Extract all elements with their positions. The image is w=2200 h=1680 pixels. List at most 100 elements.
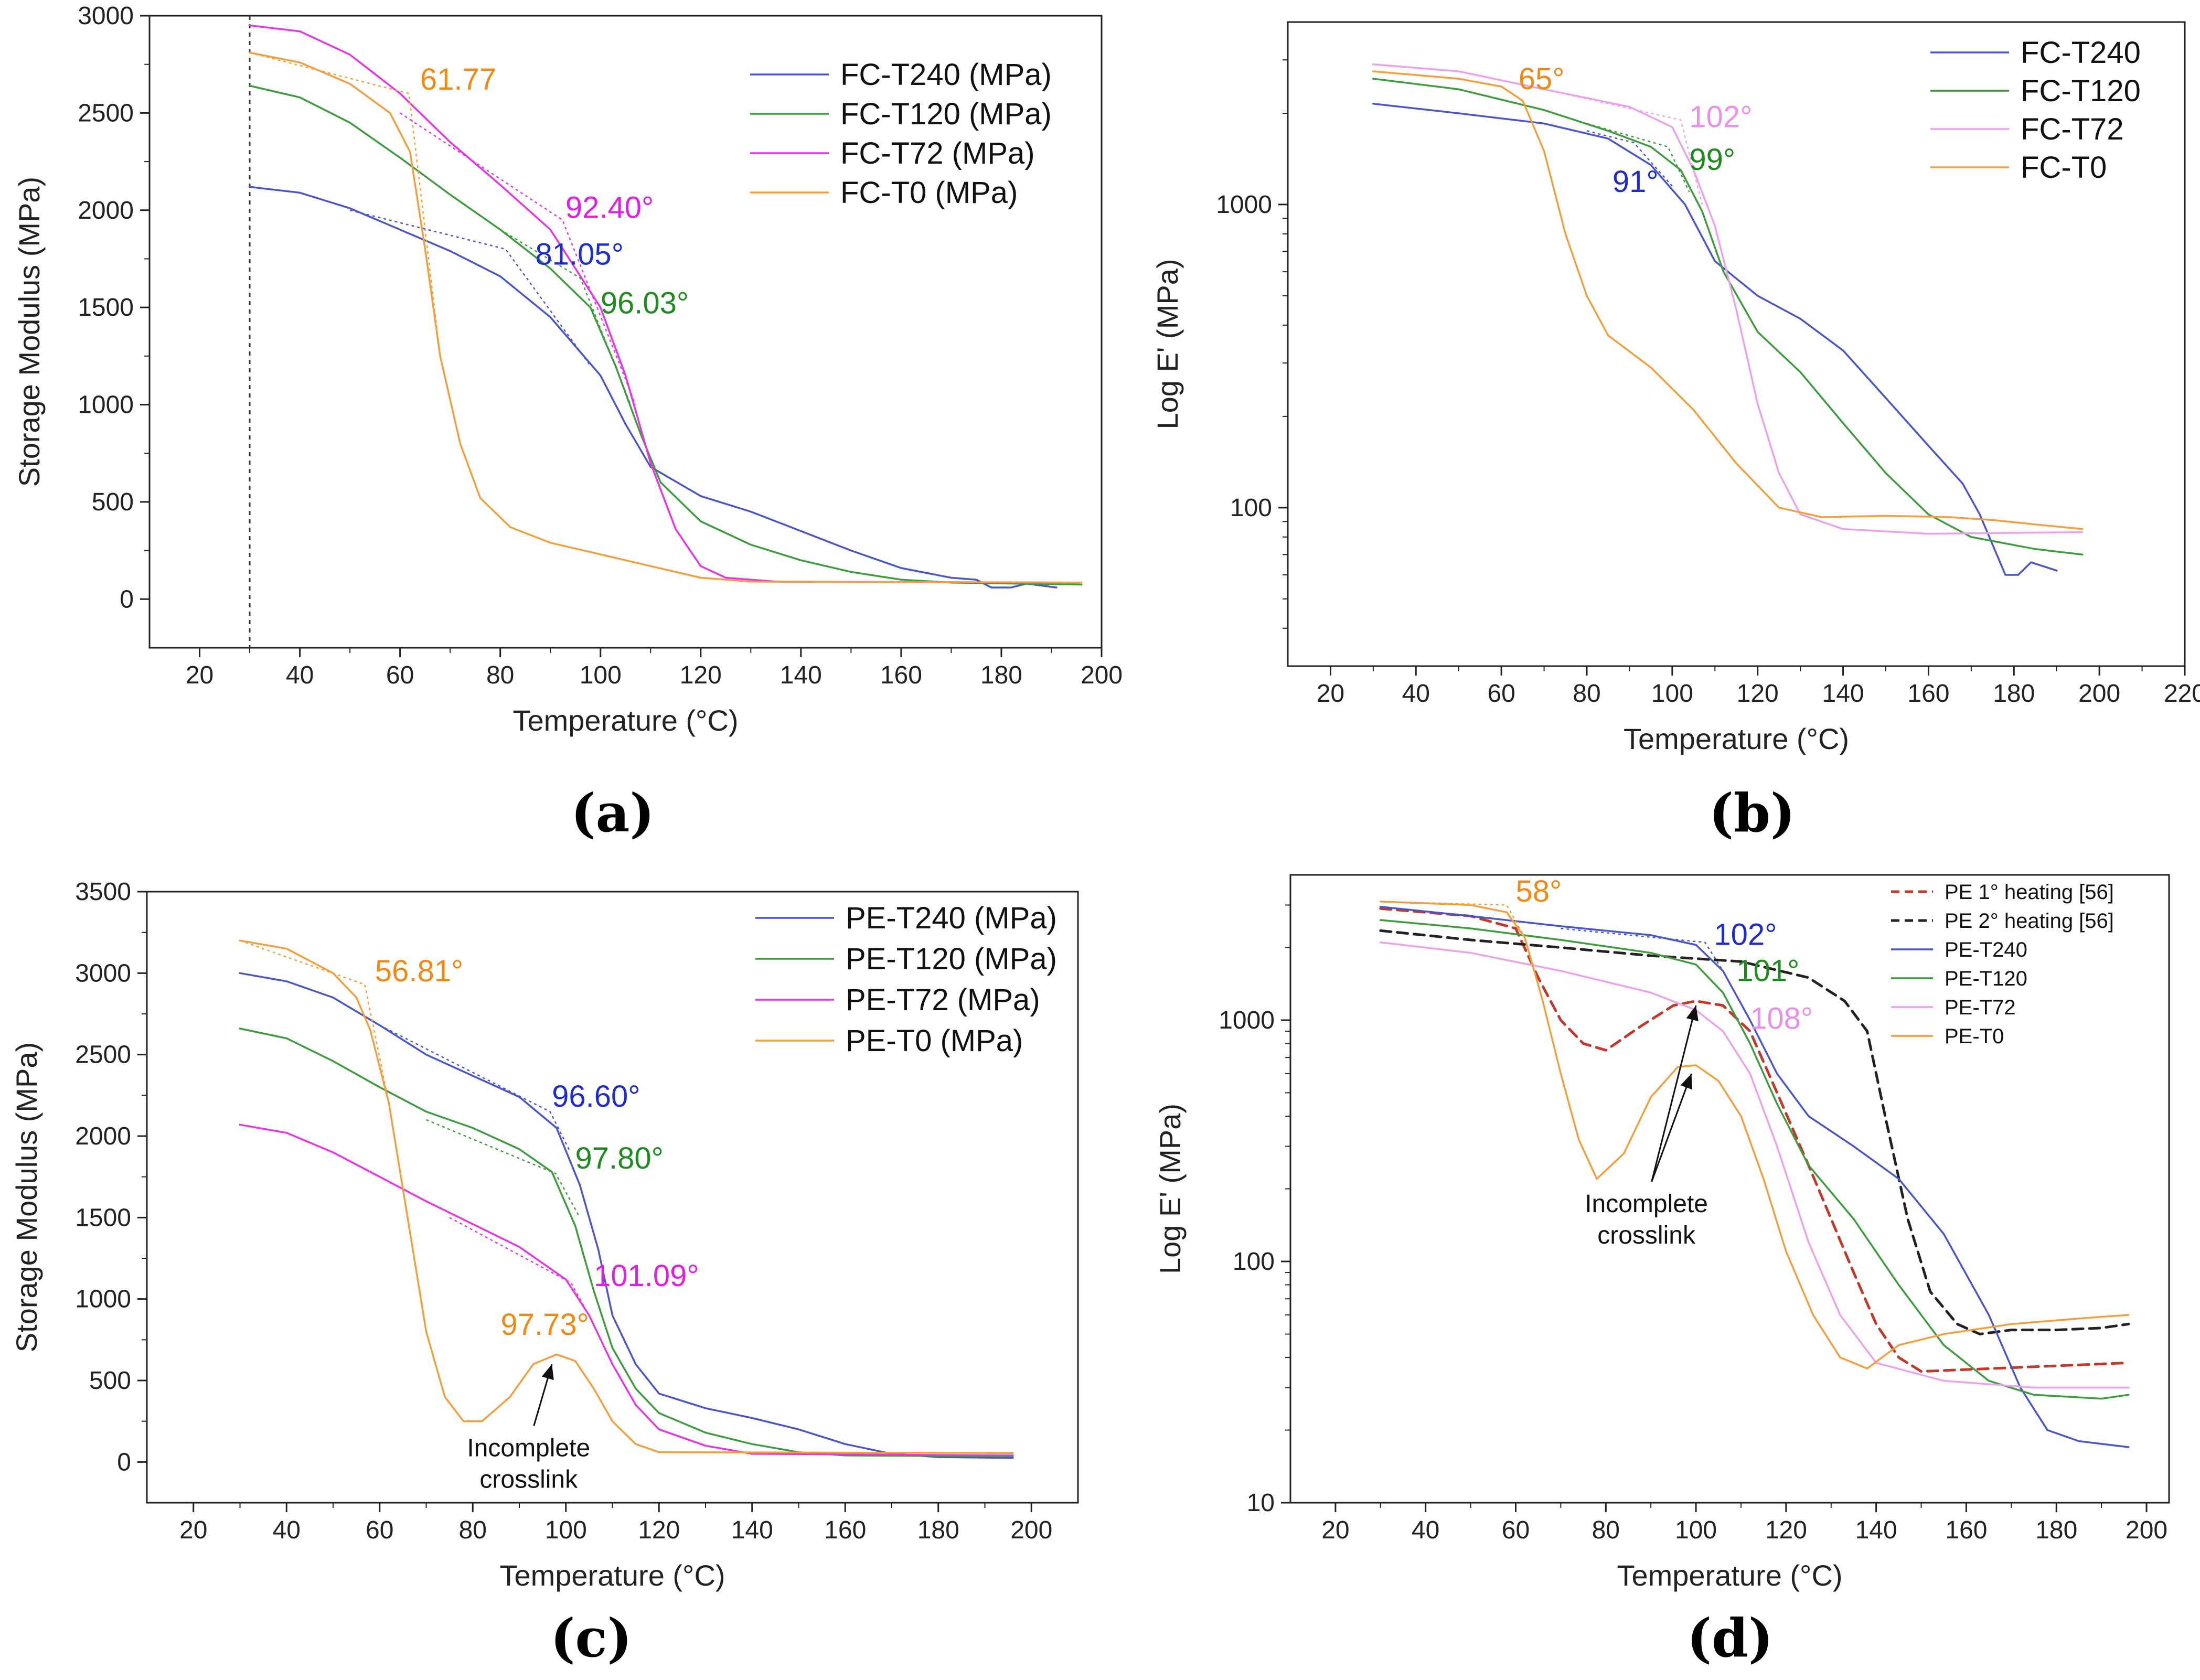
x-tick-label: 60 — [1487, 680, 1515, 708]
plot-frame — [148, 15, 1103, 649]
legend-label: FC-T0 — [2021, 151, 2107, 185]
x-tick-label: 80 — [1573, 680, 1600, 708]
onset-annotation: 101° — [1736, 954, 1799, 988]
y-tick-label: 1000 — [1219, 1007, 1275, 1034]
callout-text: crosslink — [1597, 1222, 1696, 1249]
series-line-pe-t0 — [1380, 901, 2130, 1369]
tangent-line — [1586, 130, 1673, 187]
x-tick-label: 180 — [2035, 1516, 2077, 1544]
plot-frame — [1287, 21, 2186, 667]
legend-label: FC-T240 — [2021, 36, 2141, 70]
legend-label: PE-T0 — [1945, 1025, 2004, 1048]
panel-label-b: (b) — [1709, 782, 1796, 844]
series-line-fc-t72 — [1372, 63, 2084, 535]
y-tick-label: 2000 — [78, 197, 134, 224]
x-tick-label: 160 — [824, 1516, 866, 1544]
x-tick-label: 100 — [1651, 680, 1693, 708]
tangent-line — [1380, 901, 1525, 938]
callout-arrowhead — [1686, 1005, 1699, 1022]
x-tick-label: 140 — [1855, 1516, 1897, 1544]
x-tick-label: 60 — [1502, 1516, 1530, 1544]
tangent-line — [349, 209, 591, 367]
panel-a: 20 40 60 80 100 120 140 160 180 20005001000150020… — [13, 2, 1123, 737]
series-line-pe-t120-mpa — [239, 1028, 1014, 1458]
panel-b: 20 40 60 80 100 120 140 160 180 200 220 100 1000 Temp… — [1151, 21, 2200, 755]
legend-label: FC-T120 — [2021, 74, 2141, 108]
x-tick-label: 20 — [186, 661, 213, 689]
legend: PE 1° heating [56] PE 2° heating [56] PE-T… — [1891, 881, 2114, 1048]
x-tick-label: 60 — [366, 1516, 393, 1544]
x-tick-label: 60 — [386, 661, 414, 689]
legend: PE-T240 (MPa) PE-T120 (MPa) PE-T72 (MPa) PE… — [755, 901, 1057, 1058]
onset-annotation: 96.03° — [601, 286, 689, 320]
y-tick-label: 2500 — [78, 99, 134, 127]
series-line-pe-t240-mpa — [239, 972, 1014, 1459]
y-tick-label: 1500 — [78, 294, 134, 322]
x-tick-label: 140 — [1822, 680, 1864, 708]
x-tick-label: 200 — [1081, 661, 1123, 689]
onset-annotation: 102° — [1714, 918, 1777, 952]
y-tick-label: 1000 — [75, 1286, 131, 1313]
legend-label: FC-T120 (MPa) — [840, 97, 1052, 131]
legend-label: PE-T0 (MPa) — [846, 1024, 1023, 1058]
legend-label: PE-T120 (MPa) — [846, 942, 1057, 976]
x-tick-label: 100 — [580, 661, 622, 689]
x-tick-label: 100 — [545, 1516, 587, 1544]
series-line-pe-t0-mpa — [239, 939, 1014, 1454]
legend-label: FC-T0 (MPa) — [840, 176, 1018, 210]
y-tick-label: 0 — [117, 1448, 131, 1476]
plot-area — [1379, 901, 2130, 1448]
x-tick-label: 40 — [286, 661, 314, 689]
x-tick-label: 40 — [1402, 680, 1430, 708]
plot-area — [1372, 63, 2084, 576]
tangent-line — [379, 1024, 571, 1153]
x-tick-label: 20 — [179, 1516, 207, 1544]
series-line-fc-t120-mpa — [249, 84, 1083, 586]
plot-area — [249, 16, 1083, 648]
callout-arrowhead — [541, 1364, 554, 1381]
panel-label-a: (a) — [571, 782, 654, 844]
x-tick-label: 40 — [273, 1516, 301, 1544]
y-axis-label: Log E' (MPa) — [1154, 1104, 1187, 1274]
y-tick-label: 10 — [1247, 1489, 1275, 1517]
onset-annotation: 108° — [1750, 1002, 1813, 1036]
onset-annotation: 91° — [1612, 165, 1659, 199]
x-tick-label: 200 — [1010, 1516, 1052, 1544]
series-line-pe-1-heating-56 — [1379, 907, 2130, 1373]
panel-label-c: (c) — [550, 1607, 632, 1669]
x-tick-label: 140 — [731, 1516, 773, 1544]
y-axis-label: Storage Modulus (MPa) — [13, 177, 46, 487]
tangent-line — [1561, 927, 1724, 971]
plot-frame — [1289, 874, 2170, 1504]
x-tick-label: 180 — [980, 661, 1022, 689]
x-tick-label: 180 — [917, 1516, 959, 1544]
y-tick-label: 500 — [92, 488, 134, 516]
onset-annotation: 56.81° — [375, 954, 463, 988]
x-tick-label: 100 — [1675, 1516, 1717, 1544]
onset-annotation: 97.73° — [501, 1308, 589, 1342]
x-tick-label: 160 — [880, 661, 922, 689]
panel-label-d: (d) — [1687, 1607, 1774, 1669]
x-tick-label: 40 — [1412, 1516, 1439, 1544]
x-tick-label: 220 — [2164, 680, 2200, 708]
x-tick-label: 80 — [459, 1516, 487, 1544]
x-tick-label: 160 — [1945, 1516, 1987, 1544]
y-tick-label: 1500 — [75, 1204, 131, 1232]
panel-c: 20 40 60 80 100 120 140 160 180 20005001000150020… — [10, 878, 1079, 1592]
legend-label: PE-T240 (MPa) — [846, 901, 1057, 935]
y-tick-label: 1000 — [78, 391, 134, 419]
onset-annotation: 102° — [1689, 100, 1752, 134]
series-line-pe-t120 — [1380, 919, 2130, 1400]
plot-area — [239, 939, 1014, 1459]
y-tick-label: 2500 — [75, 1041, 131, 1069]
callout-arrow — [1651, 1073, 1692, 1182]
legend: FC-T240 FC-T120 FC-T72 FC-T0 — [1930, 36, 2141, 185]
x-tick-label: 200 — [2078, 680, 2120, 708]
series-line-fc-t72-mpa — [249, 24, 1083, 584]
series-line-pe-t72-mpa — [239, 1123, 1014, 1457]
tangent-line — [449, 1217, 585, 1308]
onset-annotation: 92.40° — [565, 191, 654, 225]
callout-text: crosslink — [479, 1465, 578, 1493]
series-line-fc-t120 — [1372, 78, 2084, 556]
y-tick-label: 500 — [89, 1367, 131, 1395]
